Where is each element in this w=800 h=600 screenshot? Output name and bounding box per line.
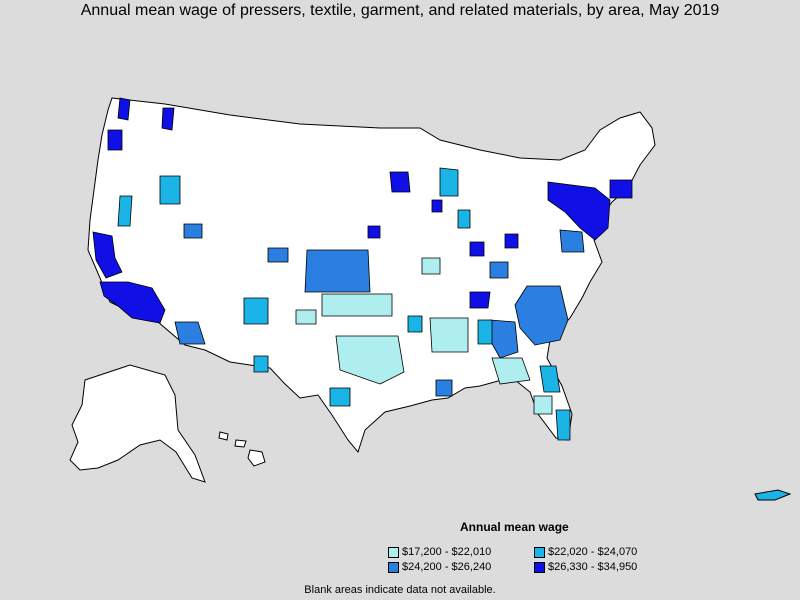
- legend-swatch-highest: [534, 562, 545, 573]
- legend-item-lower-middle: $22,020 - $24,070: [534, 546, 637, 558]
- hawaii-islands: [219, 432, 265, 466]
- legend-item-lowest: $17,200 - $22,010: [388, 546, 491, 558]
- legend-label-upper-middle: $24,200 - $26,240: [402, 561, 491, 573]
- legend-item-upper-middle: $24,200 - $26,240: [388, 561, 491, 573]
- puerto-rico-outline: [755, 490, 790, 500]
- alaska-outline: [70, 365, 205, 482]
- legend-label-highest: $26,330 - $34,950: [548, 561, 637, 573]
- legend-title: Annual mean wage: [460, 520, 569, 534]
- legend-swatch-lower-middle: [534, 547, 545, 558]
- legend-item-highest: $26,330 - $34,950: [534, 561, 637, 573]
- footnote: Blank areas indicate data not available.: [0, 584, 800, 596]
- legend-swatch-lowest: [388, 547, 399, 558]
- legend-label-lowest: $17,200 - $22,010: [402, 546, 491, 558]
- legend-label-lower-middle: $22,020 - $24,070: [548, 546, 637, 558]
- legend-swatch-upper-middle: [388, 562, 399, 573]
